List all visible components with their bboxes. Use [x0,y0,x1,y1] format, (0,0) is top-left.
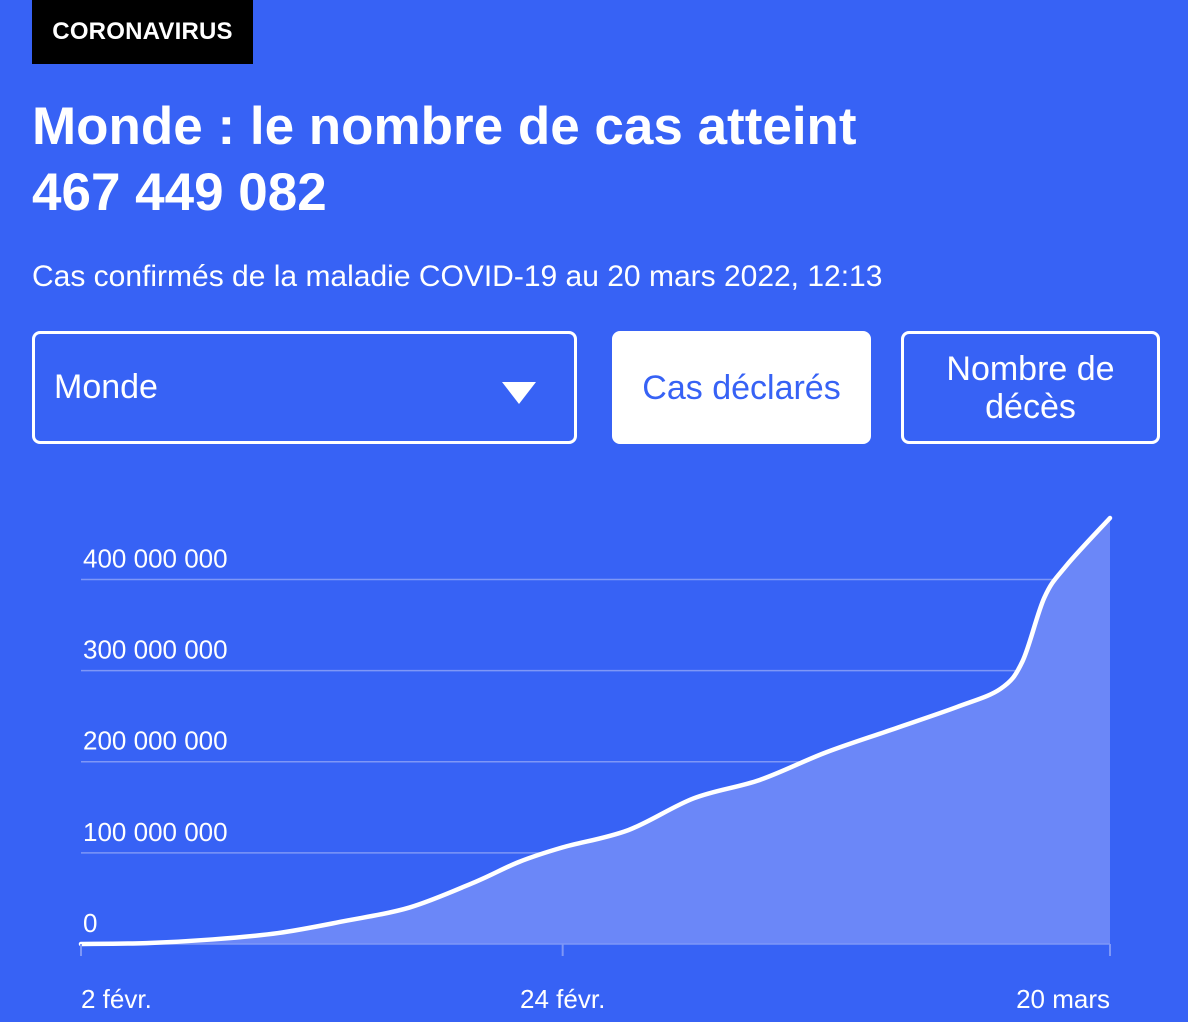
subtitle: Cas confirmés de la maladie COVID-19 au … [32,260,883,293]
series-area [81,518,1110,944]
deaths-button[interactable]: Nombre de décès [901,331,1160,444]
page-title: Monde : le nombre de cas atteint 467 449… [32,94,1152,226]
series-line [78,515,1113,947]
region-select-value: Monde [54,368,158,406]
x-tick-label: 2 févr. [81,984,152,1014]
x-tick-label: 20 mars [1016,984,1110,1014]
title-text: Monde : le nombre de cas atteint [32,97,857,156]
region-select[interactable]: Monde [32,331,577,444]
case-count: 467 449 082 [32,163,327,222]
y-tick-label: 300 000 000 [83,635,228,665]
y-tick-label: 100 000 000 [83,817,228,847]
chevron-down-icon [502,382,536,404]
y-tick-label: 200 000 000 [83,726,228,756]
x-tick-label: 24 févr. [520,984,605,1014]
section-tag: CORONAVIRUS [32,0,253,64]
y-tick-label: 400 000 000 [83,543,228,573]
cases-chart: 0 100 000 000 200 000 000 300 000 000 400 00… [78,515,1113,1014]
y-tick-label: 0 [83,908,97,938]
cases-button[interactable]: Cas déclarés [612,331,871,444]
